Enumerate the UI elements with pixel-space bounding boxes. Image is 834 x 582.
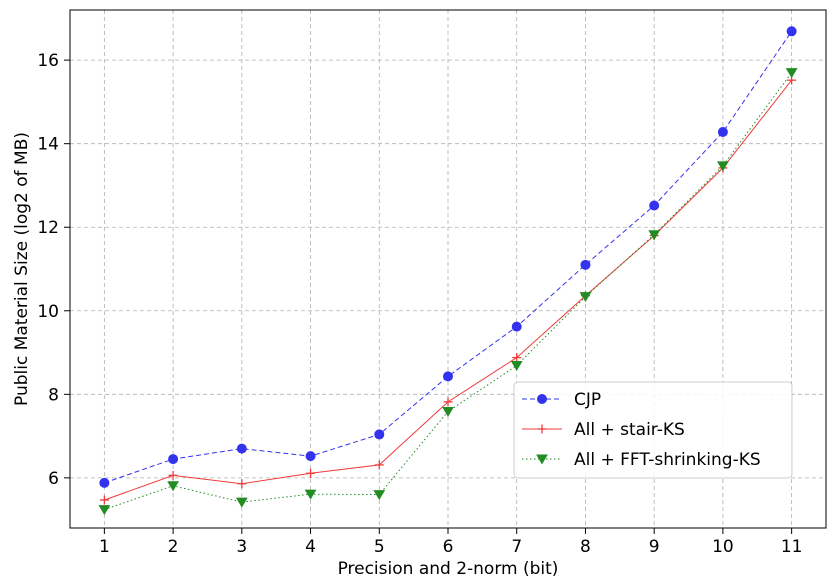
data-point: [717, 126, 728, 137]
data-point: [237, 479, 247, 489]
data-point: [305, 451, 316, 462]
y-tick-label: 6: [48, 469, 59, 489]
data-point: [579, 292, 592, 303]
data-point: [512, 353, 522, 363]
data-point: [168, 470, 178, 480]
data-point: [99, 477, 110, 488]
data-point: [235, 497, 248, 508]
x-tick-label: 11: [781, 537, 803, 557]
data-point: [99, 495, 109, 505]
data-point: [374, 429, 385, 440]
legend-marker: [536, 454, 548, 465]
legend-label: All + FFT-shrinking-KS: [574, 450, 761, 470]
x-tick-label: 5: [374, 537, 385, 557]
data-point: [717, 161, 729, 172]
x-tick-label: 10: [712, 537, 734, 557]
data-point: [443, 397, 453, 407]
data-point: [168, 454, 179, 465]
data-point: [306, 468, 316, 478]
legend-item: All + stair-KS: [522, 420, 685, 440]
x-tick-label: 4: [305, 537, 316, 557]
data-point: [442, 406, 454, 417]
y-tick-label: 8: [48, 385, 59, 405]
y-tick-label: 16: [37, 51, 59, 71]
x-tick-label: 6: [443, 537, 454, 557]
series-1: [99, 26, 797, 488]
y-axis-label: Public Material Size (log2 of MB): [12, 132, 32, 406]
data-point: [443, 371, 453, 382]
data-point: [786, 26, 797, 37]
data-point: [785, 68, 798, 79]
legend-item: All + FFT-shrinking-KS: [522, 450, 761, 470]
y-tick-label: 14: [37, 135, 59, 155]
data-point: [98, 505, 111, 516]
x-tick-label: 1: [99, 537, 110, 557]
legend-box: [513, 381, 793, 479]
data-point: [649, 200, 660, 211]
data-point: [374, 460, 384, 470]
data-point: [236, 443, 247, 454]
series-3: [98, 68, 798, 516]
data-point: [648, 230, 661, 241]
x-tick-label: 2: [168, 537, 179, 557]
x-tick-label: 9: [649, 537, 660, 557]
legend-marker: [537, 424, 547, 434]
y-tick-label: 12: [37, 218, 59, 238]
legend-marker: [537, 394, 547, 404]
legend-label: All + stair-KS: [574, 420, 685, 440]
y-tick-label: 10: [37, 302, 59, 322]
legend-item: CJP: [522, 390, 601, 410]
legend: CJP All + stair-KS All + FFT-shrinking-KS: [513, 381, 793, 479]
series-layer: [98, 26, 798, 516]
legend-label: CJP: [574, 390, 601, 410]
data-point: [510, 360, 523, 371]
x-axis-label: Precision and 2-norm (bit): [338, 559, 559, 579]
data-point: [167, 481, 179, 492]
x-tick-label: 7: [511, 537, 522, 557]
x-tick-label: 3: [236, 537, 247, 557]
data-point: [580, 259, 591, 270]
data-point: [511, 321, 522, 332]
series-line: [104, 31, 793, 484]
data-point: [304, 489, 317, 500]
data-point: [373, 490, 386, 501]
x-tick-label: 8: [580, 537, 591, 557]
